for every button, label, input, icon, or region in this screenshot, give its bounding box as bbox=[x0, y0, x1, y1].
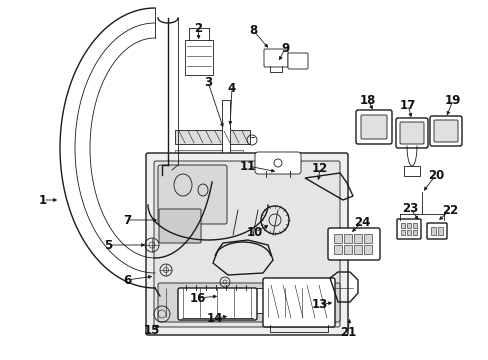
Text: 12: 12 bbox=[311, 162, 327, 175]
Bar bbox=[406, 230, 410, 235]
FancyBboxPatch shape bbox=[433, 120, 457, 142]
Text: 22: 22 bbox=[441, 203, 457, 216]
FancyBboxPatch shape bbox=[355, 110, 391, 144]
Bar bbox=[363, 245, 371, 254]
Text: 4: 4 bbox=[227, 81, 236, 95]
Bar bbox=[363, 234, 371, 243]
Bar bbox=[252, 288, 290, 313]
Text: 15: 15 bbox=[143, 324, 160, 337]
Bar bbox=[430, 227, 435, 235]
Text: 19: 19 bbox=[444, 94, 460, 107]
Bar bbox=[343, 245, 351, 254]
Text: 11: 11 bbox=[240, 159, 256, 172]
FancyBboxPatch shape bbox=[264, 49, 287, 67]
Text: 2: 2 bbox=[194, 22, 202, 35]
Bar bbox=[437, 227, 442, 235]
Bar bbox=[403, 166, 419, 176]
Text: 24: 24 bbox=[353, 216, 369, 229]
FancyBboxPatch shape bbox=[426, 223, 446, 239]
FancyBboxPatch shape bbox=[158, 165, 226, 224]
FancyBboxPatch shape bbox=[158, 283, 339, 322]
Bar bbox=[353, 245, 361, 254]
Text: 16: 16 bbox=[189, 292, 206, 305]
Text: 3: 3 bbox=[203, 76, 212, 89]
FancyBboxPatch shape bbox=[327, 228, 379, 260]
Bar bbox=[406, 223, 410, 228]
FancyBboxPatch shape bbox=[429, 116, 461, 146]
Bar bbox=[353, 234, 361, 243]
Text: 5: 5 bbox=[103, 239, 112, 252]
FancyBboxPatch shape bbox=[263, 278, 334, 327]
Text: 18: 18 bbox=[359, 94, 375, 107]
FancyBboxPatch shape bbox=[254, 152, 301, 174]
Text: 1: 1 bbox=[39, 194, 47, 207]
FancyBboxPatch shape bbox=[178, 288, 257, 320]
Text: 23: 23 bbox=[401, 202, 417, 215]
Text: 8: 8 bbox=[248, 23, 257, 36]
Text: 10: 10 bbox=[246, 225, 263, 239]
FancyBboxPatch shape bbox=[395, 118, 427, 148]
FancyBboxPatch shape bbox=[399, 122, 423, 144]
FancyBboxPatch shape bbox=[287, 53, 307, 69]
Text: 13: 13 bbox=[311, 298, 327, 311]
FancyBboxPatch shape bbox=[146, 153, 347, 335]
Bar bbox=[343, 234, 351, 243]
Bar bbox=[222, 100, 229, 180]
FancyBboxPatch shape bbox=[159, 209, 201, 243]
Text: 7: 7 bbox=[122, 213, 131, 226]
Bar bbox=[333, 234, 341, 243]
FancyBboxPatch shape bbox=[396, 219, 420, 239]
FancyBboxPatch shape bbox=[360, 115, 386, 139]
Bar bbox=[175, 130, 249, 144]
Text: 14: 14 bbox=[206, 311, 223, 324]
Text: 20: 20 bbox=[427, 168, 443, 181]
Bar bbox=[412, 223, 416, 228]
Text: 9: 9 bbox=[280, 41, 288, 54]
Bar bbox=[400, 223, 404, 228]
Text: 17: 17 bbox=[399, 99, 415, 112]
Bar bbox=[400, 230, 404, 235]
Text: 6: 6 bbox=[122, 274, 131, 287]
Bar bbox=[184, 40, 213, 75]
FancyBboxPatch shape bbox=[154, 161, 339, 327]
Bar bbox=[333, 245, 341, 254]
Text: 21: 21 bbox=[339, 325, 355, 338]
Bar bbox=[412, 230, 416, 235]
Bar bbox=[175, 150, 242, 158]
